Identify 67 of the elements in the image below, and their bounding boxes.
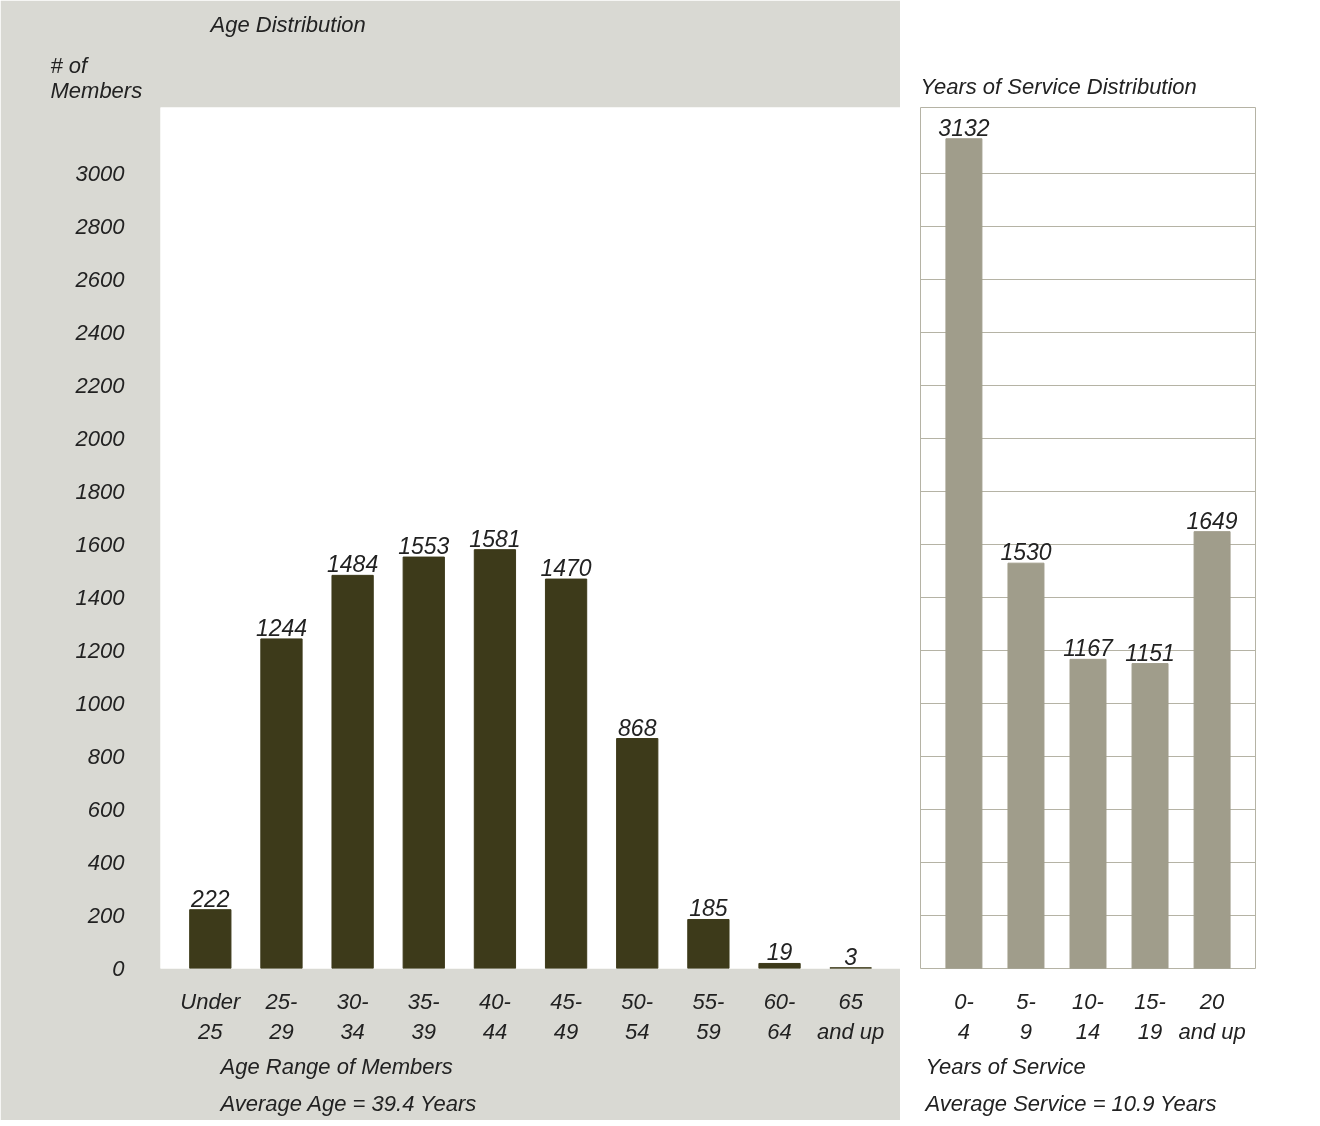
y-tick-label: 2400 <box>74 320 126 346</box>
x-tick-label: 0- 4 <box>954 988 974 1044</box>
x-axis-title: Years of Service <box>925 1053 1086 1079</box>
data-label: 1484 <box>327 551 379 578</box>
data-label: 1470 <box>540 555 592 582</box>
x-tick-label: 20 and up <box>1178 988 1246 1044</box>
text: Average Service = 10.9 Years <box>923 1090 1217 1116</box>
data-label: 1649 <box>1186 507 1238 534</box>
data-label: 1151 <box>1125 639 1175 666</box>
y-tick-label: 1400 <box>75 585 126 611</box>
x-tick-label: 15- 19 <box>1134 988 1166 1044</box>
y-tick-label: 2000 <box>74 426 126 452</box>
bar <box>758 962 801 969</box>
data-label: 1244 <box>255 614 308 641</box>
bar <box>1131 663 1169 969</box>
y-tick-label: 800 <box>87 744 126 770</box>
x-tick-label: 55- 59 <box>692 988 725 1044</box>
data-label: 222 <box>190 885 230 912</box>
x-tick-label: 60- 64 <box>763 988 796 1044</box>
data-label: 3132 <box>938 114 990 141</box>
data-label: 1553 <box>398 533 450 560</box>
x-tick-label: Under 25 <box>180 988 242 1044</box>
y-tick-label: 1600 <box>75 532 126 558</box>
data-label: 3 <box>844 943 858 970</box>
data-label: 1167 <box>1063 635 1114 662</box>
bar <box>1007 562 1045 969</box>
data-label: 185 <box>689 895 728 922</box>
y-tick-label: 1800 <box>75 479 126 505</box>
y-tick-label: 200 <box>86 903 126 929</box>
y-tick-label: 2800 <box>74 214 126 240</box>
x-tick-label: 45- 49 <box>550 988 582 1044</box>
y-tick-label: 1000 <box>75 691 126 717</box>
bar <box>402 556 445 969</box>
chart-title: Years of Service Distribution <box>920 73 1197 99</box>
bar <box>331 574 374 969</box>
y-tick-label: 1200 <box>75 638 126 664</box>
x-axis-title: Age Range of Members <box>218 1053 453 1079</box>
x-tick-label: 50- 54 <box>621 988 654 1044</box>
y-tick-label: 400 <box>87 850 126 876</box>
bar <box>1069 658 1107 969</box>
x-tick-label: 5- 9 <box>1016 988 1036 1044</box>
text: Average Age = 39.4 Years <box>218 1090 477 1116</box>
bar <box>1193 531 1231 969</box>
data-label: 868 <box>618 714 657 741</box>
x-tick-label: 30- 34 <box>336 988 369 1044</box>
bar <box>473 549 517 969</box>
bar <box>687 918 730 969</box>
data-label: 1530 <box>1000 539 1052 566</box>
y-tick-label: 2600 <box>74 267 126 293</box>
x-tick-label: 10- 14 <box>1072 988 1104 1044</box>
x-tick-label: 25- 29 <box>264 988 298 1044</box>
y-tick-label: 0 <box>112 956 126 981</box>
data-label: 19 <box>766 939 793 966</box>
bar <box>945 138 983 969</box>
y-tick-label: 2200 <box>74 373 126 399</box>
bar <box>260 638 303 969</box>
y-axis-title: # of Members <box>50 52 143 103</box>
y-tick-label: 600 <box>87 797 126 823</box>
bar <box>544 578 588 969</box>
y-tick-label: 3000 <box>75 161 126 187</box>
x-tick-label: 65 and up <box>817 988 885 1044</box>
x-tick-label: 35- 39 <box>407 988 440 1044</box>
data-label: 1581 <box>469 525 521 552</box>
bar <box>189 909 232 969</box>
bar <box>616 738 659 969</box>
x-tick-label: 40- 44 <box>479 988 511 1044</box>
chart-title: Age Distribution <box>208 11 366 37</box>
